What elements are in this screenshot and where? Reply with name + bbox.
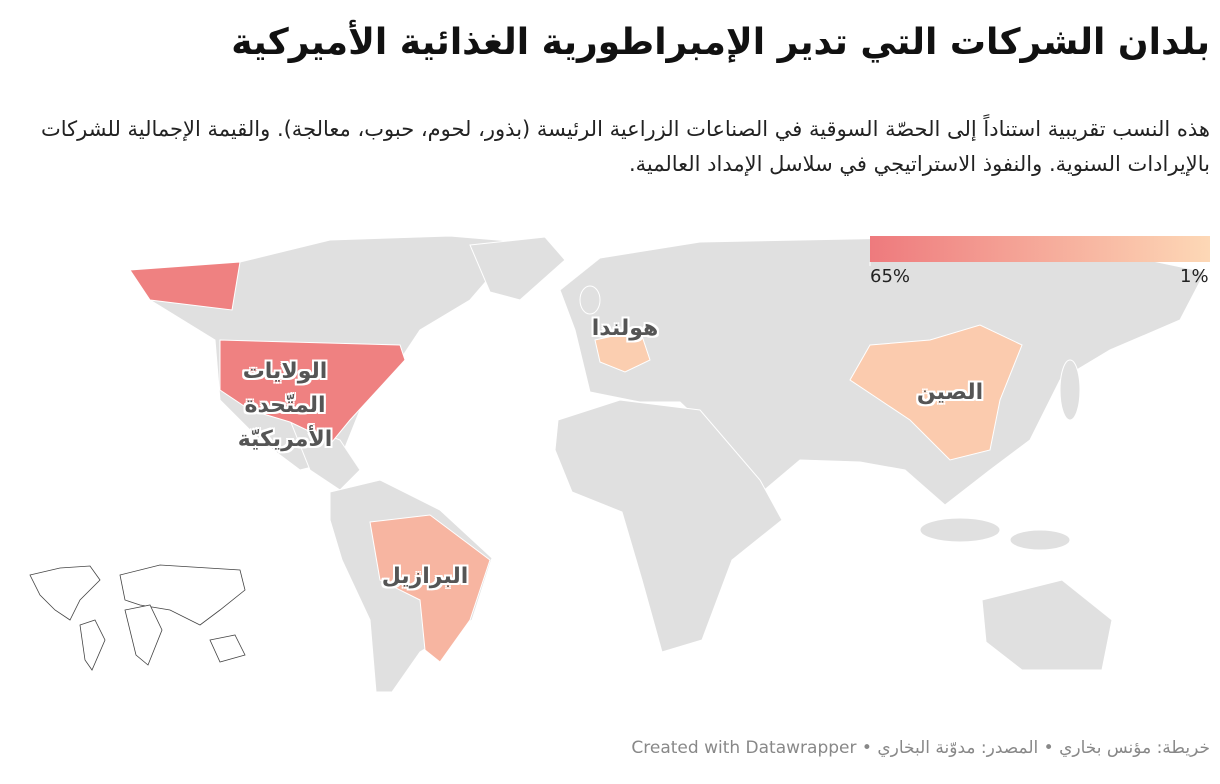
region-label: الصين: [916, 380, 984, 405]
island: [1059, 359, 1081, 421]
inset: [29, 564, 246, 671]
region: [219, 339, 406, 443]
region-label: الولايات المتّحدة الأمريكيّة: [237, 359, 333, 452]
inset-shape: [124, 604, 163, 666]
australia: [981, 579, 1113, 671]
inset-shape: [79, 619, 106, 671]
greenland: [469, 236, 566, 301]
legend-label: 1%: [1180, 266, 1209, 287]
legend-gradient: [870, 236, 1210, 262]
footer: خريطة: مؤنس بخاري • المصدر: مدوّنة البخا…: [631, 738, 1210, 758]
subtitle: هذه النسب تقريبية استناداً إلى الحصّة ال…: [41, 117, 1210, 176]
base-map: [129, 235, 1206, 693]
title: بلدان الشركات التي تدير الإمبراطورية الغ…: [231, 22, 1210, 63]
inset-shape: [29, 565, 101, 621]
region: [594, 329, 651, 373]
regions: [129, 261, 1023, 663]
island: [919, 517, 1001, 543]
region-label: البرازيل: [381, 564, 469, 589]
region: [369, 514, 491, 663]
region: [129, 261, 241, 311]
inset-shape: [209, 634, 246, 663]
inset-shape: [119, 564, 246, 626]
region-label: هولندا: [591, 316, 659, 341]
africa: [554, 399, 783, 653]
island: [579, 285, 601, 315]
island: [1009, 529, 1071, 551]
legend-label: 65%: [870, 266, 911, 287]
region: [849, 324, 1023, 461]
